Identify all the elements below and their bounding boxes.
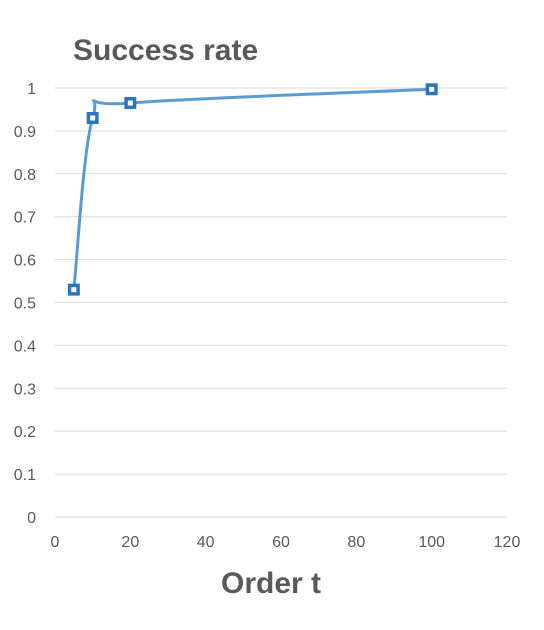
data-point-marker: [67, 283, 80, 296]
x-tick-label: 100: [418, 534, 445, 551]
y-tick-label: 0.3: [14, 381, 36, 398]
data-series: [67, 83, 438, 296]
x-axis-tick-labels: 0 20 40 60 80 100 120: [51, 534, 521, 551]
x-tick-label: 60: [272, 534, 290, 551]
y-tick-label: 1: [27, 81, 36, 98]
chart-title: Success rate: [73, 34, 258, 67]
y-tick-label: 0.7: [14, 210, 36, 227]
gridlines: [55, 87, 507, 518]
y-tick-label: 0.8: [14, 167, 36, 184]
x-tick-label: 0: [51, 534, 60, 551]
y-tick-label: 0.9: [14, 124, 36, 141]
x-tick-label: 20: [121, 534, 139, 551]
y-tick-label: 0.5: [14, 296, 36, 313]
data-point-marker: [124, 97, 137, 110]
y-tick-label: 0.6: [14, 253, 36, 270]
x-tick-label: 40: [197, 534, 215, 551]
y-tick-label: 0.4: [14, 338, 36, 355]
y-axis-tick-labels: 0 0.1 0.2 0.3 0.4 0.5 0.6 0.7 0.8 0.9 1: [14, 81, 36, 527]
x-tick-label: 80: [347, 534, 365, 551]
y-tick-label: 0.2: [14, 424, 36, 441]
x-tick-label: 120: [494, 534, 521, 551]
x-axis-title: Order t: [221, 567, 321, 600]
series-line: [72, 87, 434, 292]
y-tick-label: 0.1: [14, 467, 36, 484]
data-point-marker: [86, 112, 99, 125]
data-point-marker: [425, 83, 438, 96]
y-tick-label: 0: [27, 510, 36, 527]
